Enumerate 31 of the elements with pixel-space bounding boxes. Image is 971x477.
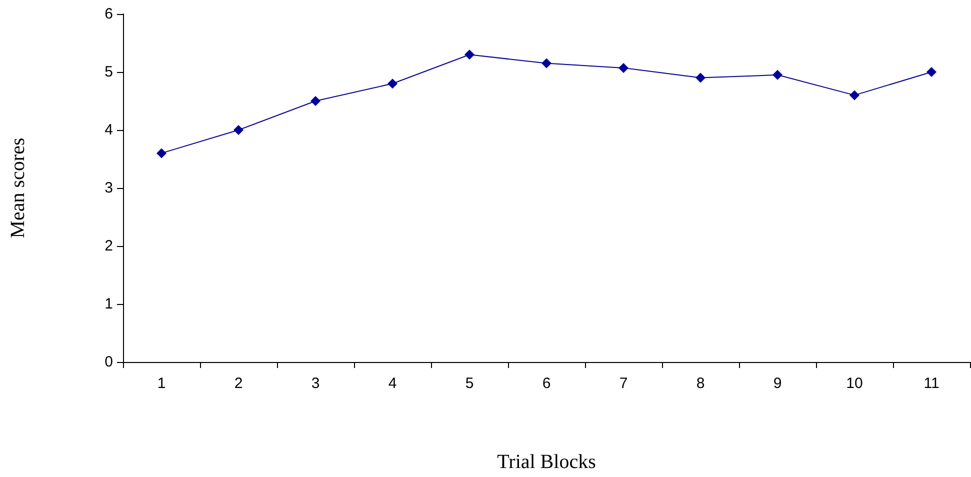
- y-tick-label: 3: [104, 180, 113, 196]
- point: [618, 62, 628, 73]
- x-tick-label: 2: [234, 375, 243, 392]
- x-tick-label: 4: [388, 375, 397, 392]
- x-tick-label: 9: [773, 375, 782, 392]
- point: [388, 78, 398, 89]
- y-tick-label: 0: [104, 354, 113, 370]
- y-tick-label: 2: [104, 238, 113, 254]
- point: [542, 58, 552, 68]
- point: [464, 50, 474, 60]
- y-tick-label: 6: [104, 6, 113, 22]
- point: [772, 70, 782, 80]
- x-tick-label: 7: [619, 375, 628, 392]
- x-tick-label: 10: [846, 375, 863, 392]
- x-tick-label: 6: [542, 375, 551, 392]
- y-tick-label: 5: [104, 64, 113, 80]
- point: [926, 67, 936, 77]
- y-tick-label: 1: [104, 296, 113, 312]
- x-tick-label: 3: [311, 375, 320, 392]
- point: [234, 125, 244, 135]
- point: [696, 72, 706, 83]
- y-tick-label: 4: [104, 122, 113, 138]
- point: [850, 90, 860, 100]
- point: [310, 96, 320, 106]
- point: [156, 148, 166, 158]
- x-tick-label: 5: [465, 375, 474, 392]
- y-axis-title: Mean scores: [7, 138, 29, 238]
- x-tick-label: 1: [157, 375, 166, 392]
- x-tick-label: 8: [696, 375, 705, 392]
- x-tick-label: 11: [924, 375, 940, 392]
- x-axis-title: Trial Blocks: [497, 451, 596, 473]
